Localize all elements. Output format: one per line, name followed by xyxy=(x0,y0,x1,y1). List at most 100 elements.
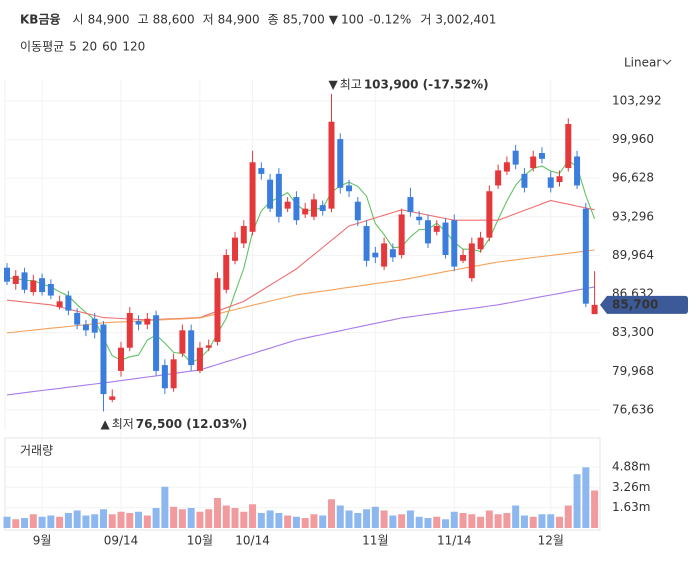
candle-body xyxy=(109,396,116,400)
volume-tick-label: 4.88m xyxy=(612,460,650,474)
annotation-text: 103,900 (-17.52%) xyxy=(364,77,489,91)
volume-bar xyxy=(29,514,37,528)
volume-bar xyxy=(170,506,178,528)
x-tick-label: 12월 xyxy=(538,534,564,548)
last-price-label: 85,700 xyxy=(612,297,658,311)
volume-bar xyxy=(494,514,502,528)
candle-body xyxy=(381,243,388,267)
ma-legend-item: 120 xyxy=(122,40,145,54)
candle-body xyxy=(275,173,282,217)
annotation-text: 76,500 (12.03%) xyxy=(136,417,247,431)
candle-body xyxy=(258,168,265,174)
volume-tick-label: 1.63m xyxy=(612,500,650,514)
volume-bar xyxy=(345,510,353,528)
volume-bar xyxy=(21,518,29,528)
x-tick-label: 10월 xyxy=(187,534,213,548)
moving-average-line xyxy=(6,286,595,396)
volume-bar xyxy=(266,510,274,528)
candle-body xyxy=(56,301,63,308)
x-tick-label: 10/14 xyxy=(235,534,270,548)
ma-legend-item: 5 xyxy=(69,40,77,54)
candle-body xyxy=(188,330,195,366)
volume-tick-label: 3.26m xyxy=(612,480,650,494)
candle-body xyxy=(424,220,431,244)
ma-legend-item: 60 xyxy=(102,40,117,54)
volume-bar xyxy=(231,508,239,528)
candle-body xyxy=(126,312,133,348)
candle-body xyxy=(267,179,274,209)
y-tick-label: 96,628 xyxy=(612,171,654,185)
change-amount: 100 xyxy=(341,13,364,27)
header-value: 85,700 xyxy=(283,13,325,27)
volume-bar xyxy=(310,514,318,528)
volume-bar xyxy=(152,508,160,528)
volume-bar xyxy=(485,510,493,528)
y-tick-label: 89,964 xyxy=(612,248,654,262)
volume-bar xyxy=(415,516,423,528)
volume-bar xyxy=(327,499,335,528)
candle-body xyxy=(407,197,414,213)
volume-bar xyxy=(73,510,81,528)
volume-bar xyxy=(406,510,414,528)
ma-legend-title: 이동평균 xyxy=(20,40,64,54)
volume-bar xyxy=(301,518,309,528)
volume-bar xyxy=(363,509,371,528)
candle-body xyxy=(12,275,19,284)
candle-body xyxy=(372,252,379,258)
last-price-badge xyxy=(600,295,688,314)
candle-body xyxy=(118,347,125,371)
candle-body xyxy=(4,267,10,282)
candle-body xyxy=(170,359,177,389)
x-tick-label: 09/14 xyxy=(104,534,139,548)
volume-bar xyxy=(292,516,300,528)
header-label: 거 xyxy=(420,13,431,27)
change-percent: -0.12% xyxy=(369,13,411,27)
volume-bar xyxy=(196,511,204,528)
candle-body xyxy=(91,318,98,333)
volume-bar xyxy=(91,514,99,528)
candle-body xyxy=(556,176,563,182)
volume-bar xyxy=(477,516,485,528)
header-value: 3,002,401 xyxy=(435,13,496,27)
candle-body xyxy=(135,321,142,325)
candle-body xyxy=(284,201,291,209)
scale-button[interactable]: Linear xyxy=(624,56,661,70)
candle-body xyxy=(337,139,344,188)
volume-bar xyxy=(591,490,599,528)
candle-body xyxy=(565,124,572,169)
header-value: 84,900 xyxy=(218,13,260,27)
dropdown-caret[interactable] xyxy=(662,59,672,65)
header-label: 시 xyxy=(73,13,84,27)
candle-body xyxy=(205,345,212,348)
candle-body xyxy=(574,156,581,186)
candle-body xyxy=(416,216,423,221)
candle-body xyxy=(538,153,545,159)
annotation-label: 최고 xyxy=(340,77,362,91)
y-tick-label: 83,300 xyxy=(612,325,654,339)
moving-average-line xyxy=(6,199,595,321)
candle-body xyxy=(153,315,160,371)
volume-bar xyxy=(389,515,397,528)
volume-bar xyxy=(108,514,116,528)
volume-bar xyxy=(582,467,590,528)
volume-bar xyxy=(187,508,195,528)
candle-body xyxy=(503,162,510,172)
volume-bar xyxy=(450,511,458,528)
candle-body xyxy=(65,295,72,311)
candle-body xyxy=(30,280,37,293)
volume-bar xyxy=(398,514,406,528)
candle-body xyxy=(547,177,554,188)
header-label: 고 xyxy=(138,13,149,27)
candle-body xyxy=(451,220,458,267)
volume-bar xyxy=(213,498,221,528)
volume-bar xyxy=(143,515,151,528)
volume-bar xyxy=(556,516,564,528)
y-tick-label: 99,960 xyxy=(612,132,654,146)
y-tick-label: 79,968 xyxy=(612,364,654,378)
x-tick-label: 11월 xyxy=(362,534,388,548)
y-tick-label: 103,292 xyxy=(612,93,662,107)
volume-bar xyxy=(222,505,230,528)
candle-body xyxy=(144,318,151,325)
volume-bar xyxy=(82,515,90,528)
